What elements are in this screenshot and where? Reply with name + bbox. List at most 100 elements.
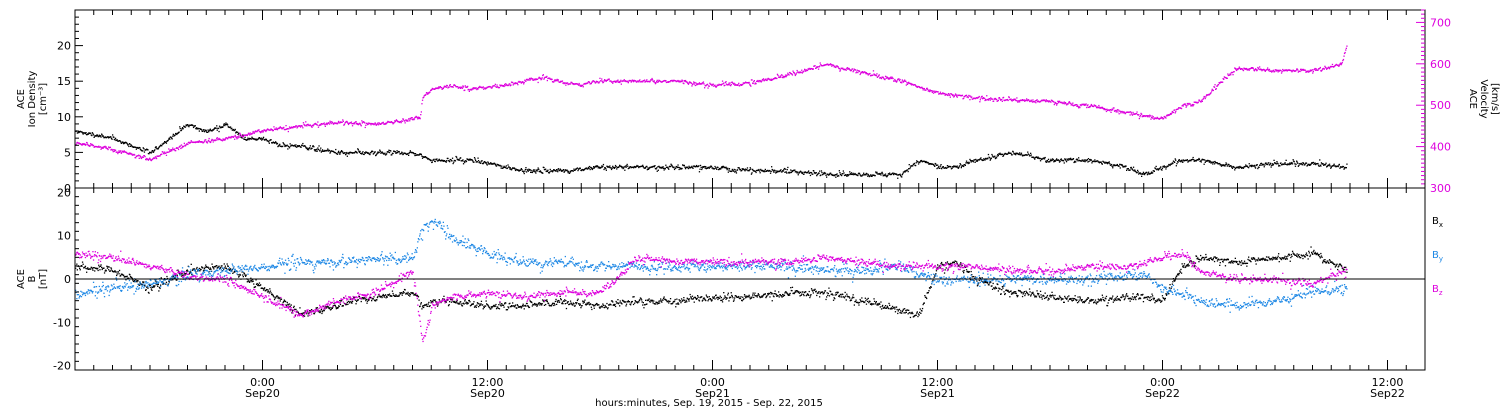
data-point (836, 173, 838, 175)
data-point (1116, 164, 1118, 166)
data-point (695, 84, 698, 86)
data-point (246, 281, 248, 283)
data-point (218, 125, 221, 127)
data-point (237, 133, 239, 135)
data-point (721, 166, 723, 168)
data-point (190, 271, 192, 273)
data-point (897, 177, 899, 179)
data-point (1154, 167, 1156, 169)
data-point (261, 130, 263, 132)
data-point (370, 124, 372, 126)
data-point (395, 294, 397, 296)
data-point (385, 153, 387, 156)
data-point (166, 275, 168, 278)
data-point (1270, 70, 1272, 72)
data-point (601, 165, 603, 167)
data-point (1087, 104, 1089, 106)
data-point (563, 83, 565, 85)
data-point (180, 129, 183, 131)
data-point (786, 74, 788, 76)
data-point (1319, 67, 1321, 70)
data-point (385, 297, 387, 299)
data-point (1002, 96, 1005, 99)
data-point (694, 81, 696, 84)
data-point (784, 168, 787, 170)
data-point (1309, 164, 1312, 166)
data-point (1156, 169, 1158, 171)
data-point (207, 140, 209, 142)
data-point (1278, 70, 1280, 72)
data-point (852, 173, 854, 176)
data-point (1231, 166, 1233, 168)
data-point (165, 154, 168, 156)
data-point (1174, 161, 1176, 163)
data-point (1091, 162, 1093, 164)
data-point (120, 275, 122, 277)
data-point (770, 170, 772, 173)
data-point (690, 166, 692, 168)
data-point (846, 174, 849, 176)
data-point (1243, 67, 1246, 70)
data-point (627, 82, 629, 84)
data-point (372, 150, 374, 153)
data-point (478, 161, 480, 164)
data-point (406, 293, 409, 295)
data-point (580, 85, 583, 87)
data-point (416, 116, 418, 118)
data-point (1104, 162, 1106, 164)
data-point (161, 145, 163, 147)
data-point (199, 128, 201, 130)
data-point (538, 77, 540, 79)
data-point (143, 281, 145, 283)
data-point (1269, 164, 1271, 166)
data-point (1302, 162, 1304, 164)
data-point (1267, 67, 1269, 69)
data-point (1284, 162, 1286, 164)
data-point (497, 164, 499, 166)
data-point (307, 147, 309, 150)
data-point (1112, 165, 1114, 167)
data-point (587, 166, 590, 169)
data-point (1032, 156, 1035, 158)
data-point (244, 136, 246, 138)
data-point (113, 271, 115, 273)
data-point (599, 167, 601, 169)
data-point (892, 172, 894, 174)
data-point (300, 146, 302, 148)
data-point (946, 167, 948, 169)
data-point (651, 77, 653, 80)
data-point (628, 167, 631, 169)
data-point (339, 303, 342, 306)
data-point (302, 127, 304, 129)
data-point (91, 268, 94, 270)
data-point (1342, 166, 1345, 168)
data-point (931, 91, 933, 93)
data-point (1020, 153, 1022, 155)
data-point (845, 69, 847, 71)
data-point (114, 139, 116, 141)
data-point (1019, 152, 1021, 154)
data-point (982, 98, 984, 100)
data-point (287, 130, 289, 133)
data-point (954, 94, 956, 96)
data-point (572, 170, 574, 172)
data-point (364, 298, 366, 300)
data-point (206, 131, 209, 133)
data-point (1063, 101, 1065, 103)
data-point (155, 157, 158, 160)
data-point (402, 118, 405, 120)
data-point (87, 133, 89, 135)
data-point (630, 80, 632, 82)
data-point (180, 147, 182, 150)
data-point (704, 87, 706, 89)
data-point (424, 156, 427, 158)
data-point (275, 142, 277, 144)
data-point (1132, 169, 1134, 171)
data-point (301, 144, 303, 147)
data-point (1256, 164, 1258, 166)
data-point (507, 164, 509, 166)
data-point (791, 170, 794, 173)
data-point (687, 167, 689, 169)
data-point (464, 85, 466, 87)
data-point (125, 151, 128, 154)
